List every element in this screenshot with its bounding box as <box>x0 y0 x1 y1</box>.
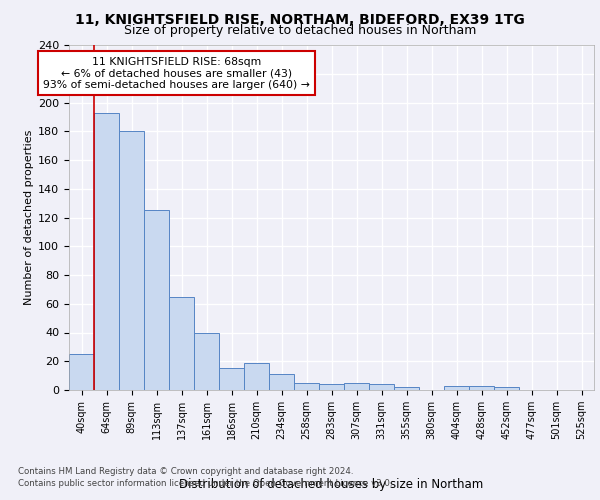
Bar <box>94 112 119 390</box>
Bar <box>394 387 419 390</box>
Y-axis label: Number of detached properties: Number of detached properties <box>24 130 34 305</box>
Text: 11, KNIGHTSFIELD RISE, NORTHAM, BIDEFORD, EX39 1TG: 11, KNIGHTSFIELD RISE, NORTHAM, BIDEFORD… <box>75 12 525 26</box>
Bar <box>169 296 194 390</box>
Text: Contains public sector information licensed under the Open Government Licence v3: Contains public sector information licen… <box>18 479 392 488</box>
Bar <box>369 384 394 390</box>
Bar <box>344 383 369 390</box>
Bar <box>319 384 344 390</box>
Bar <box>219 368 244 390</box>
Bar <box>244 362 269 390</box>
Bar <box>119 132 144 390</box>
Text: Contains HM Land Registry data © Crown copyright and database right 2024.: Contains HM Land Registry data © Crown c… <box>18 468 353 476</box>
Bar <box>294 383 319 390</box>
Bar <box>469 386 494 390</box>
Bar <box>69 354 94 390</box>
Text: Size of property relative to detached houses in Northam: Size of property relative to detached ho… <box>124 24 476 37</box>
X-axis label: Distribution of detached houses by size in Northam: Distribution of detached houses by size … <box>179 478 484 491</box>
Bar <box>194 332 219 390</box>
Bar <box>269 374 294 390</box>
Text: 11 KNIGHTSFIELD RISE: 68sqm
← 6% of detached houses are smaller (43)
93% of semi: 11 KNIGHTSFIELD RISE: 68sqm ← 6% of deta… <box>43 56 310 90</box>
Bar <box>444 386 469 390</box>
Bar <box>494 387 519 390</box>
Bar <box>144 210 169 390</box>
